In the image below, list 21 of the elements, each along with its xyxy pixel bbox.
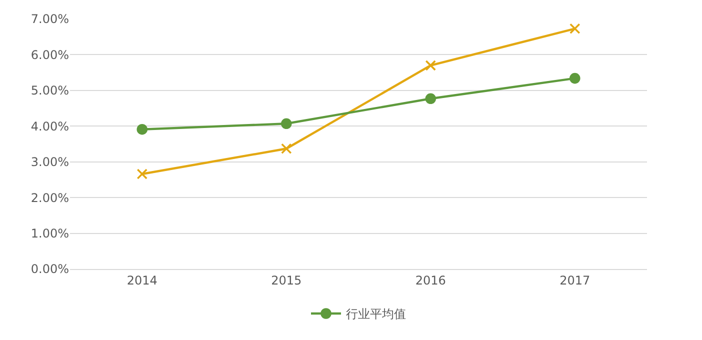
point <box>425 60 436 71</box>
legend-label: 行业平均值 <box>346 307 406 322</box>
y-tick-label: 7.00% <box>30 12 69 26</box>
y-tick-label: 5.00% <box>30 84 69 98</box>
point <box>136 124 148 135</box>
y-tick-label: 0.00% <box>30 262 69 276</box>
point <box>425 93 436 104</box>
y-tick-label: 3.00% <box>30 155 69 170</box>
x-tick-label: 2014 <box>126 273 158 288</box>
x-tick-label: 2017 <box>560 273 590 288</box>
x-tick-label: 2015 <box>271 273 302 288</box>
point <box>280 143 292 154</box>
point <box>136 168 148 180</box>
point <box>280 118 292 130</box>
y-tick-label: 4.00% <box>30 119 69 134</box>
y-tick-label: 2.00% <box>30 190 69 205</box>
point <box>569 72 580 84</box>
y-tick-label: 6.00% <box>30 48 69 62</box>
y-tick-label: 1.00% <box>30 226 69 240</box>
x-tick-label: 2016 <box>415 273 446 288</box>
point <box>569 23 580 34</box>
